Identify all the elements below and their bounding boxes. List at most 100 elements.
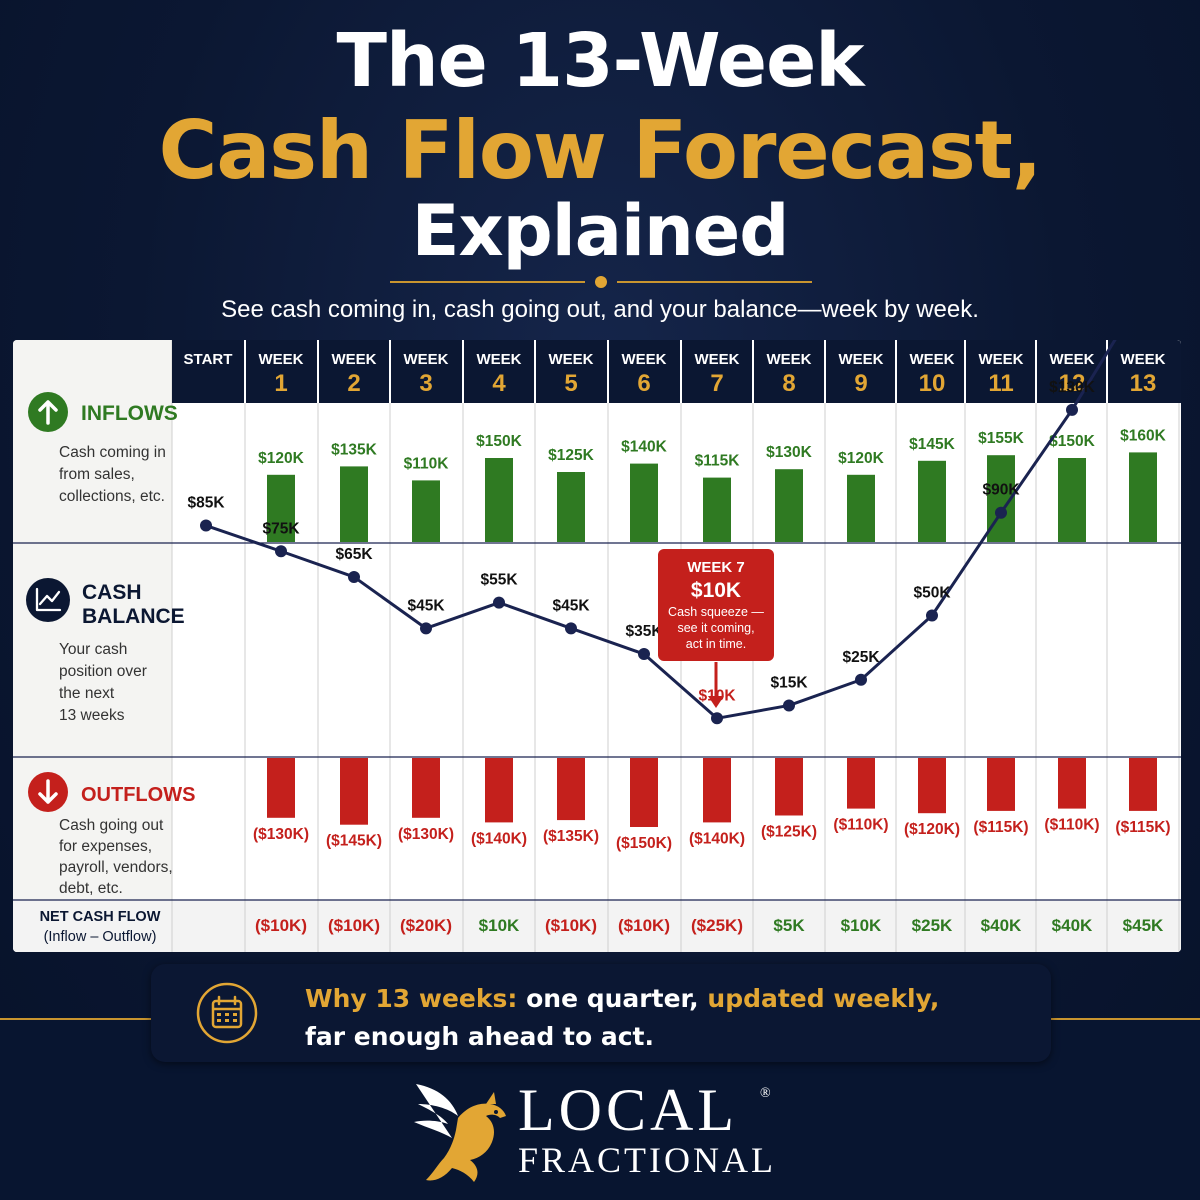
inflow-bar — [918, 460, 946, 542]
net-value: ($20K) — [400, 916, 452, 935]
net-value: $25K — [912, 916, 953, 935]
column-label-week: WEEK — [404, 351, 449, 368]
outflow-bar — [918, 758, 946, 814]
outflow-bar — [412, 758, 440, 818]
inflow-label: $115K — [695, 453, 741, 470]
balance-label: $15K — [770, 674, 808, 691]
balance-point — [275, 545, 287, 558]
outflow-label: ($140K) — [689, 830, 745, 847]
net-value: $5K — [773, 916, 805, 935]
inflows-row-label: INFLOWS Cash coming in from sales, colle… — [28, 392, 178, 505]
column-label-week: WEEK — [332, 351, 377, 368]
trend-glyph — [35, 587, 62, 612]
column-label-week: WEEK — [767, 351, 812, 368]
why-gold-2: updated weekly, — [707, 984, 940, 1013]
title-rule-right — [617, 281, 812, 283]
callout-value: $10K — [691, 579, 741, 602]
outflows-desc-1: Cash going out — [59, 817, 164, 834]
outflow-label: ($145K) — [326, 833, 382, 850]
inflows-desc-2: from sales, — [59, 466, 135, 483]
title-dot — [595, 276, 607, 288]
arrow-down-glyph — [38, 779, 58, 804]
column-label-week: WEEK — [839, 351, 884, 368]
inflow-label: $125K — [548, 447, 594, 464]
inflow-label: $150K — [476, 433, 522, 450]
balance-label: $130K — [1049, 379, 1095, 396]
net-value: $40K — [1052, 916, 1093, 935]
forecast-chart: START WEEK 1 WEEK 2 WEEK 3 WEEK 4 WEEK 5 WEEK 6 WEEK 7… — [13, 340, 1181, 952]
callout-week: WEEK 7 — [687, 559, 745, 576]
column-label-start: START — [184, 351, 233, 368]
outflow-label: ($115K) — [973, 819, 1028, 836]
column-week-number: 7 — [710, 370, 723, 397]
balance-title-2: BALANCE — [82, 605, 185, 628]
outflow-bar — [1058, 758, 1086, 809]
why-white-1: one quarter, — [517, 984, 708, 1013]
net-value: $45K — [1123, 916, 1164, 935]
inflow-label: $140K — [621, 439, 667, 456]
column-week-number: 9 — [854, 370, 867, 397]
outflows-desc-3: payroll, vendors, — [59, 859, 173, 876]
outflow-label: ($110K) — [833, 817, 888, 834]
balance-point — [855, 673, 867, 686]
why-13-weeks-banner: Why 13 weeks: one quarter, updated weekl… — [151, 964, 1051, 1062]
column-week-number: 13 — [1130, 370, 1157, 397]
callout-line-3: act in time. — [686, 637, 746, 651]
balance-label: $50K — [913, 585, 951, 602]
outflow-label: ($140K) — [471, 830, 527, 847]
column-week-number: 4 — [492, 370, 506, 397]
trend-icon — [26, 578, 70, 622]
brand-local: LOCAL — [518, 1077, 738, 1143]
week7-callout: WEEK 7 $10K Cash squeeze — see it coming… — [658, 549, 774, 708]
inflows-desc-1: Cash coming in — [59, 444, 166, 461]
callout-box — [658, 549, 774, 661]
outflow-bar — [1129, 758, 1157, 811]
balance-point — [420, 622, 432, 635]
column-label-week: WEEK — [1121, 351, 1166, 368]
balance-row-label: CASH BALANCE Your cash position over the… — [26, 578, 185, 724]
inflow-label: $110K — [404, 455, 450, 472]
outflow-label: ($115K) — [1115, 819, 1170, 836]
inflow-label: $145K — [909, 436, 955, 453]
column-week-number: 8 — [782, 370, 795, 397]
column-label-week: WEEK — [549, 351, 594, 368]
column-header-bg — [172, 340, 1181, 403]
inflow-bar — [267, 474, 295, 542]
outflow-bar — [987, 758, 1015, 811]
title-rule-left — [390, 281, 585, 283]
outflows-desc-4: debt, etc. — [59, 880, 123, 897]
net-row-label: NET CASH FLOW (Inflow – Outflow) — [40, 909, 161, 945]
inflow-bars: $120K $135K $110K $150K $125K $140K $115K $130K… — [258, 427, 1167, 542]
inflow-label: $120K — [838, 450, 884, 467]
inflow-bar — [1058, 458, 1086, 542]
balance-label: $45K — [552, 597, 590, 614]
callout-line-2: see it coming, — [677, 621, 754, 635]
calendar-icon — [196, 982, 258, 1044]
column-label-week: WEEK — [622, 351, 667, 368]
outflow-bar — [630, 758, 658, 827]
outflow-label: ($130K) — [398, 826, 454, 843]
balance-label: $75K — [262, 520, 300, 537]
net-value: $40K — [981, 916, 1022, 935]
inflow-label: $160K — [1120, 427, 1166, 444]
brand-fractional: FRACTIONAL — [518, 1140, 777, 1180]
outflow-bar — [267, 758, 295, 818]
why-line-2: far enough ahead to act. — [305, 1022, 654, 1051]
outflows-desc-2: for expenses, — [59, 838, 152, 855]
net-value: $10K — [479, 916, 520, 935]
outflows-title: OUTFLOWS — [81, 784, 195, 806]
inflow-label: $155K — [978, 430, 1024, 447]
net-value: $10K — [841, 916, 882, 935]
column-week-number: 10 — [919, 370, 946, 397]
balance-point — [711, 712, 723, 725]
balance-label: $55K — [480, 572, 518, 589]
column-label-week: WEEK — [910, 351, 955, 368]
pegasus-logo-icon — [414, 1084, 506, 1182]
net-value: ($25K) — [691, 916, 743, 935]
outflow-bars: ($130K) ($145K) ($130K) ($140K) ($135K) ($150… — [253, 758, 1171, 852]
balance-label: $35K — [625, 623, 663, 640]
inflow-bar — [340, 466, 368, 542]
column-header-row: START WEEK 1 WEEK 2 WEEK 3 WEEK 4 WEEK 5 WEEK 6 WEEK 7… — [172, 340, 1181, 403]
balance-label: $45K — [407, 597, 445, 614]
outflow-label: ($130K) — [253, 826, 309, 843]
